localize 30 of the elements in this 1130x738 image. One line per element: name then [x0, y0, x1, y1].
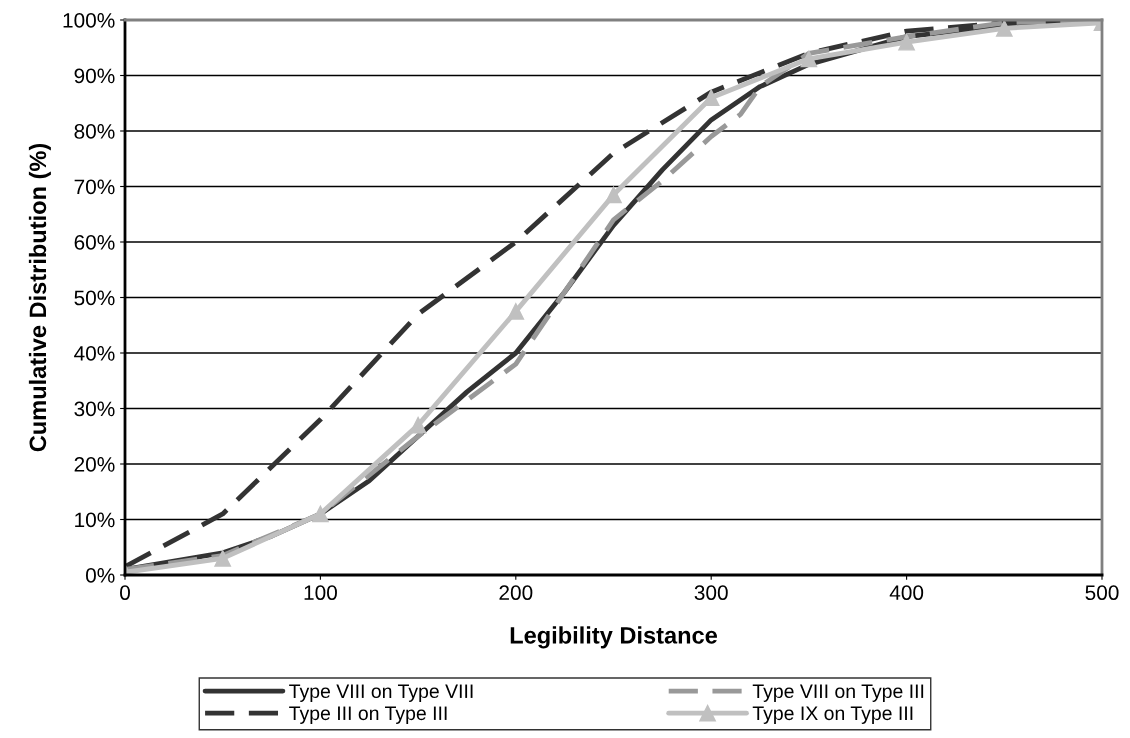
y-tick-label: 100%: [63, 13, 115, 28]
y-tick-label: 30%: [74, 401, 115, 417]
y-axis-title: Cumulative Distribution (%): [28, 143, 51, 452]
x-tick-label: 0: [120, 585, 130, 601]
legend-label: Type VIII on Type III: [752, 684, 924, 702]
x-tick-label: 300: [694, 585, 728, 601]
y-tick-label: 90%: [74, 68, 115, 84]
x-tick-label: 500: [1085, 585, 1119, 601]
x-tick-label: 100: [304, 585, 337, 601]
y-tick-label: 40%: [74, 346, 115, 361]
legend-label: Type III on Type III: [289, 706, 447, 724]
point: [995, 20, 1013, 37]
point: [507, 303, 525, 320]
legend-label: Type VIII on Type VIII: [289, 684, 473, 702]
y-tick-label: 60%: [74, 235, 115, 250]
legend-label: Type IX on Type III: [752, 706, 913, 724]
y-tick-label: 50%: [74, 290, 115, 306]
point: [312, 505, 329, 523]
x-tick-label: 400: [889, 585, 924, 601]
point: [214, 550, 232, 567]
point: [605, 186, 622, 204]
y-tick-label: 70%: [74, 179, 115, 195]
y-tick-label: 20%: [74, 457, 115, 472]
point: [800, 50, 818, 68]
y-tick-label: 10%: [75, 512, 115, 528]
x-tick-label: 200: [499, 585, 533, 601]
x-axis-title: Legibility Distance: [510, 626, 718, 649]
y-tick-label: 0%: [85, 568, 115, 583]
point: [898, 33, 915, 51]
y-tick-label: 80%: [74, 124, 115, 139]
